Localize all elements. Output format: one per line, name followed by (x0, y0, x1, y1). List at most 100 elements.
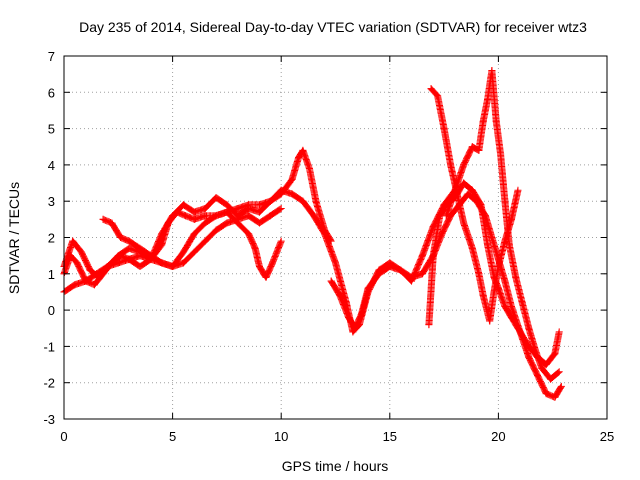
data-point (190, 248, 198, 256)
data-point (90, 281, 98, 289)
data-point (223, 208, 231, 216)
data-point (547, 375, 555, 383)
data-point (358, 310, 366, 318)
data-point (201, 204, 209, 212)
data-point (447, 161, 455, 169)
data-point (255, 219, 263, 227)
data-point (266, 197, 274, 205)
data-point (190, 208, 198, 216)
data-point (468, 143, 476, 151)
data-point (234, 219, 242, 227)
data-point (108, 219, 116, 227)
data-point (475, 270, 483, 278)
grid (64, 56, 607, 419)
x-tick-label: 0 (60, 429, 67, 444)
x-tick-label: 10 (274, 429, 288, 444)
data-point (518, 299, 526, 307)
y-tick-label: -3 (43, 412, 55, 427)
chart-title: Day 235 of 2014, Sidereal Day-to-day VTE… (79, 19, 587, 35)
data-point (99, 270, 107, 278)
data-point (255, 208, 263, 216)
x-tick-label: 20 (491, 429, 505, 444)
data-point (484, 96, 492, 104)
data-point (288, 175, 296, 183)
x-axis-label: GPS time / hours (282, 458, 389, 474)
data-point (223, 201, 231, 209)
data-point (125, 237, 133, 245)
data-point (468, 186, 476, 194)
data-point (551, 393, 559, 401)
data-point (190, 230, 198, 238)
data-point (312, 197, 320, 205)
data-point (77, 248, 85, 256)
data-point (116, 234, 124, 241)
data-point (277, 237, 285, 245)
data-point (542, 390, 550, 398)
data-point (408, 273, 416, 281)
y-tick-label: -2 (43, 376, 55, 391)
data-point (223, 219, 231, 227)
data-point (277, 186, 285, 194)
data-point (73, 259, 81, 267)
data-point (201, 212, 209, 220)
data-point (538, 364, 546, 372)
data-point (327, 277, 335, 285)
y-tick-label: -1 (43, 339, 55, 354)
data-point (427, 85, 435, 93)
data-point (86, 266, 94, 274)
x-tick-label: 5 (169, 429, 176, 444)
data-point (299, 146, 307, 154)
data-point (310, 212, 318, 220)
data-point (440, 125, 448, 133)
data-point (501, 197, 509, 205)
data-point (418, 252, 426, 260)
data-point (501, 277, 509, 285)
data-point (201, 237, 209, 245)
data-point (488, 67, 496, 75)
y-tick-label: 6 (48, 85, 55, 100)
marker-trail (327, 190, 565, 401)
data-point (351, 324, 359, 332)
data-point (99, 215, 107, 223)
y-axis-label: SDTVAR / TECUs (6, 182, 22, 294)
y-tick-label: 0 (48, 303, 55, 318)
data-point (551, 350, 559, 358)
data-point (555, 328, 563, 336)
data-point (201, 219, 209, 227)
data-point (507, 302, 515, 310)
data-point (305, 165, 313, 173)
data-point (321, 230, 329, 238)
data-point (349, 328, 357, 336)
data-point (71, 281, 79, 289)
data-point (425, 321, 433, 329)
data-point (245, 212, 253, 220)
x-tick-label: 25 (600, 429, 614, 444)
data-point (468, 244, 476, 252)
series-track-d (60, 208, 285, 289)
data-point (69, 237, 77, 245)
data-point (477, 201, 485, 209)
data-point (555, 368, 563, 376)
data-point (212, 226, 220, 234)
data-point (460, 179, 468, 187)
data-point (108, 259, 116, 267)
series-track-h (442, 67, 563, 383)
data-point (505, 241, 513, 249)
data-point (158, 259, 166, 267)
data-point (125, 244, 133, 252)
data-point (494, 263, 502, 271)
data-point (525, 324, 533, 332)
data-point (262, 273, 270, 281)
data-point (179, 201, 187, 209)
data-point (492, 117, 500, 125)
data-point (147, 255, 155, 263)
series-track-c (99, 204, 285, 271)
data-point (386, 263, 394, 271)
data-point (179, 259, 187, 267)
y-tick-label: 3 (48, 194, 55, 209)
data-point (436, 212, 444, 220)
data-point (245, 204, 253, 212)
data-point (164, 219, 172, 227)
data-point (486, 317, 494, 325)
data-point (479, 117, 487, 125)
